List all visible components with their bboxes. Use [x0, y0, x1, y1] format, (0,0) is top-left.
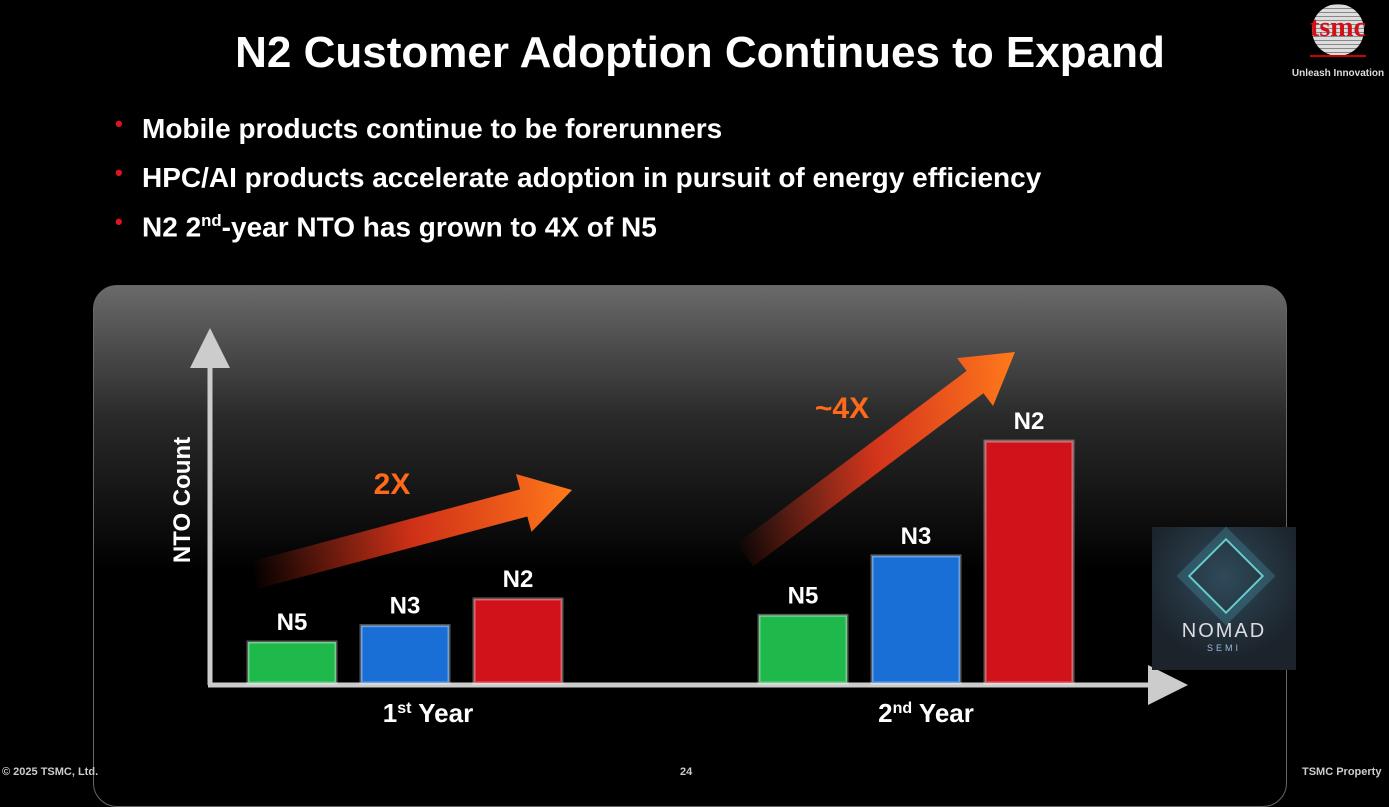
- logo-divider: [1310, 55, 1366, 57]
- logo-text: tsmc: [1310, 12, 1366, 43]
- bullet-icon: •: [115, 111, 123, 136]
- y-axis-label: NTO Count: [169, 437, 196, 563]
- bar-label: N3: [390, 593, 421, 620]
- copyright: © 2025 TSMC, Ltd.: [2, 766, 99, 778]
- bar-label: N2: [503, 566, 534, 593]
- bar-label: N5: [277, 609, 308, 636]
- chip-icon: [1187, 537, 1265, 615]
- nomad-semi-logo: NOMAD SEMI: [1152, 527, 1296, 670]
- growth-arrow: [736, 352, 1015, 567]
- growth-arrow: [251, 473, 572, 589]
- bar-n5: [246, 640, 338, 685]
- tsmc-logo: tsmc Unleash Innovation: [1288, 2, 1388, 82]
- growth-annotation: ~4X: [815, 392, 869, 425]
- bullet-item: • N2 2nd-year NTO has grown to 4X of N5: [115, 209, 1041, 260]
- page-number: 24: [680, 766, 693, 778]
- partner-sub: SEMI: [1206, 643, 1241, 653]
- bullet-item: • Mobile products continue to be forerunn…: [115, 111, 1041, 162]
- bar-chart: NTO Count N5 N3 N2 N5 N3 N2 1st Year 2nd Year…: [169, 328, 1188, 728]
- bar-label: N2: [1014, 408, 1045, 435]
- bar-label: N3: [901, 523, 932, 550]
- group-label: 1st Year: [383, 698, 473, 728]
- bullet-list: • Mobile products continue to be forerunn…: [115, 111, 1042, 260]
- chart-panel: [93, 285, 1287, 807]
- bar-label: N5: [788, 582, 819, 609]
- bar-n5: [757, 613, 849, 685]
- bullet-text: HPC/AI products accelerate adoption in p…: [142, 162, 1042, 193]
- growth-annotation: 2X: [374, 468, 411, 501]
- bullet-icon: •: [115, 209, 123, 234]
- partner-name: NOMAD: [1181, 620, 1267, 642]
- bullet-icon: •: [115, 160, 123, 185]
- bar-n2: [472, 597, 564, 685]
- bar-n2: [983, 439, 1075, 685]
- bar-n3: [359, 624, 451, 685]
- bar-n3: [870, 554, 962, 685]
- property-label: TSMC Property: [1302, 766, 1382, 778]
- logo-tagline: Unleash Innovation: [1291, 68, 1385, 79]
- bullet-sup: nd: [201, 211, 222, 230]
- wafer-icon: [1312, 4, 1364, 56]
- group-label: 2nd Year: [878, 698, 974, 728]
- bullet-text: Mobile products continue to be forerunne…: [142, 113, 723, 144]
- bullet-item: • HPC/AI products accelerate adoption in …: [115, 160, 1042, 211]
- bullet-text: -year NTO has grown to 4X of N5: [221, 211, 657, 243]
- bullet-text: N2 2: [142, 211, 202, 243]
- slide-title: N2 Customer Adoption Continues to Expand: [235, 28, 1165, 77]
